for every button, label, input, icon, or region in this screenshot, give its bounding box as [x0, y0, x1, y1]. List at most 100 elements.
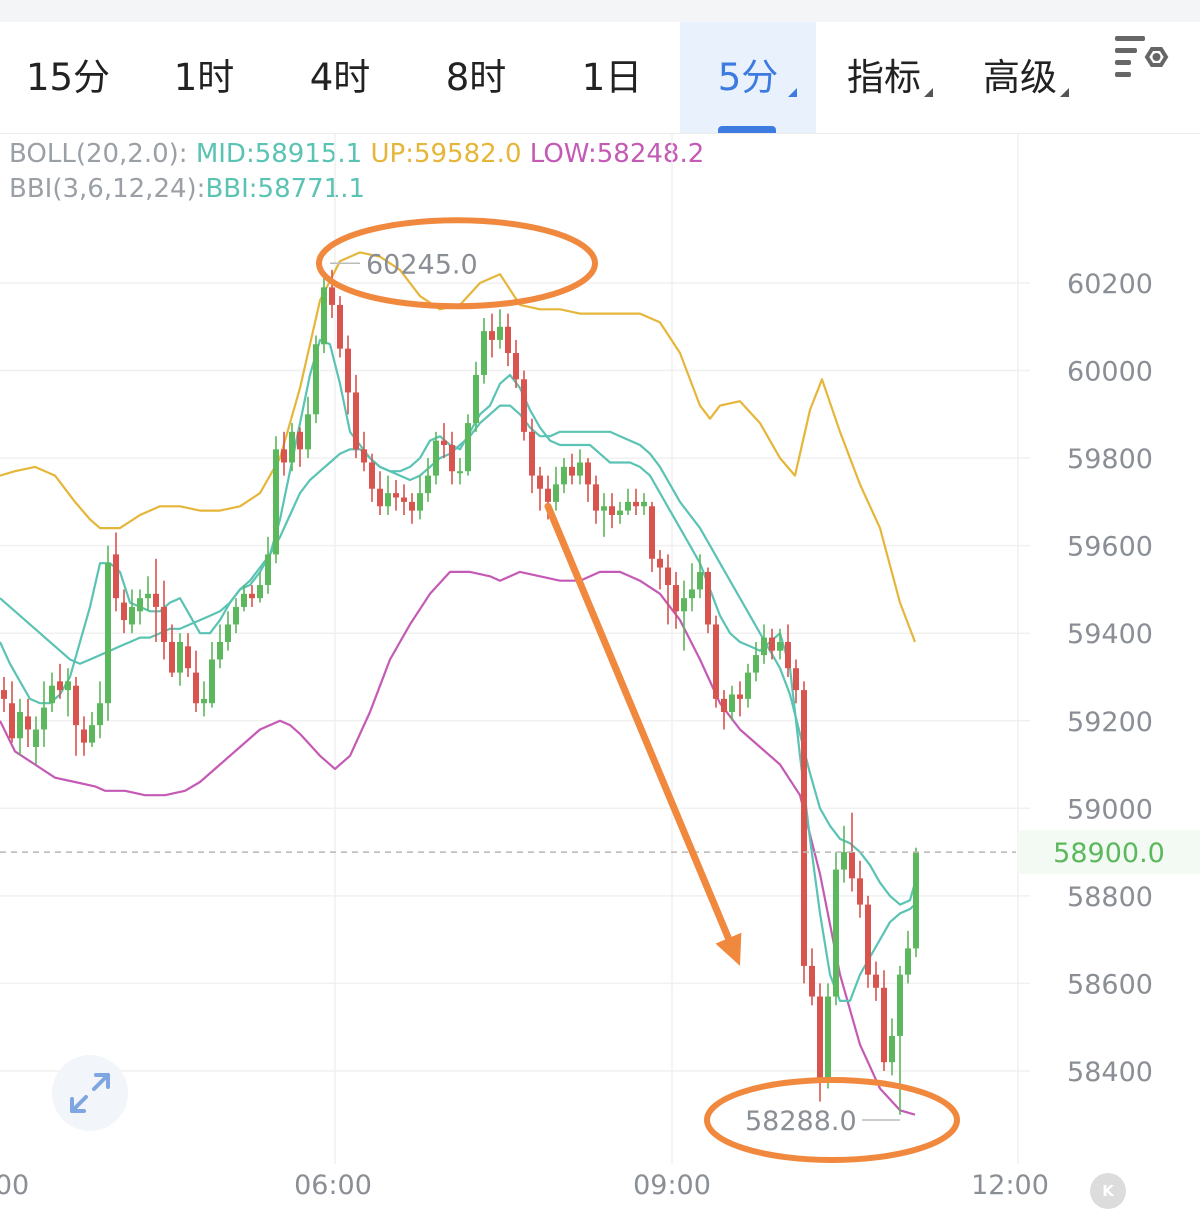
- axis-labels: 60200 60000 59800 59600 59400 59200 59000 58800…: [0, 269, 1153, 1201]
- candle-body: [105, 563, 111, 704]
- candle-body: [433, 440, 439, 476]
- tab-label: 5分: [717, 56, 779, 99]
- candle-body: [633, 501, 639, 507]
- candle-body: [241, 593, 247, 607]
- candle-body: [201, 698, 207, 704]
- annotation-ellipse: [316, 217, 598, 310]
- tab-label: 1时: [173, 56, 235, 99]
- candle-body: [401, 497, 407, 502]
- candle-body: [217, 641, 223, 660]
- candle-body: [321, 287, 327, 345]
- boll-label: BOLL(20,2.0):: [9, 139, 188, 169]
- tab-2[interactable]: 4时: [272, 22, 408, 133]
- candle-body: [113, 554, 119, 599]
- candle-body: [873, 974, 879, 988]
- candle-body: [753, 655, 759, 673]
- candle-body: [457, 471, 463, 474]
- annotation-arrow-head: [715, 932, 742, 966]
- y-tick-label: 59600: [1067, 532, 1153, 563]
- candle-body: [465, 423, 471, 472]
- tab-7[interactable]: 高级: [952, 22, 1088, 133]
- candle-body: [569, 466, 575, 476]
- candle-body: [169, 641, 175, 673]
- candle-body: [881, 987, 887, 1063]
- candle-body: [497, 326, 503, 340]
- tab-label: 高级: [983, 56, 1057, 99]
- candle-body: [649, 506, 655, 559]
- candle-body: [281, 449, 287, 463]
- current-price-label: 58900.0: [1053, 838, 1165, 869]
- bbi-line: [0, 338, 916, 1003]
- tab-6[interactable]: 指标: [816, 22, 952, 133]
- candle-body: [297, 431, 303, 450]
- boll-legend-line: BOLL(20,2.0): MID:58915.1 UP:59582.0 LOW…: [9, 137, 704, 172]
- candle-body: [137, 598, 143, 612]
- high-marker-label: 60245.0: [366, 249, 478, 280]
- candle-body: [513, 353, 519, 380]
- y-tick-label: 60000: [1067, 357, 1153, 388]
- bbi-value: BBI:58771.1: [205, 174, 366, 204]
- chart-grid: [0, 134, 1030, 1164]
- bbi-label: BBI(3,6,12,24):: [9, 174, 206, 204]
- candle-body: [425, 475, 431, 494]
- candle-body: [273, 449, 279, 555]
- annotation-arrow-shaft: [544, 502, 732, 942]
- candle-body: [625, 501, 631, 511]
- candle-body: [73, 685, 79, 726]
- tab-4[interactable]: 1日: [544, 22, 680, 133]
- low-marker-label: 58288.0: [745, 1106, 857, 1137]
- x-tick-label: 12:00: [971, 1170, 1049, 1201]
- candlestick-chart[interactable]: 58900.0 60245.0 58288.0 60200 60000 59800 596…: [0, 134, 1200, 1203]
- candle-body: [601, 506, 607, 511]
- status-strip: [0, 0, 1200, 22]
- y-tick-label: 59800: [1067, 444, 1153, 475]
- tab-5[interactable]: 5分: [680, 22, 816, 133]
- candle-body: [905, 948, 911, 975]
- tab-0[interactable]: 15分: [0, 22, 136, 133]
- y-tick-label: 58400: [1067, 1057, 1153, 1088]
- candle-body: [889, 1035, 895, 1063]
- candle-body: [809, 965, 815, 997]
- y-tick-label: 59200: [1067, 707, 1153, 738]
- x-tick-label: 06:00: [294, 1170, 372, 1201]
- candle-body: [849, 852, 855, 879]
- candle-body: [705, 571, 711, 625]
- candle-body: [49, 685, 55, 704]
- dropdown-caret-icon: [1060, 88, 1069, 97]
- candle-body: [441, 440, 447, 445]
- candle-body: [689, 589, 695, 599]
- candle-body: [641, 501, 647, 507]
- candle-body: [817, 996, 823, 1080]
- tab-3[interactable]: 8时: [408, 22, 544, 133]
- y-tick-label: 58800: [1067, 882, 1153, 913]
- candle-body: [145, 593, 151, 599]
- candle-body: [585, 462, 591, 485]
- candle-body: [761, 637, 767, 656]
- annotation-ellipse: [704, 1076, 960, 1163]
- y-tick-label: 58600: [1067, 969, 1153, 1000]
- candle-body: [449, 444, 455, 472]
- tab-label: 1日: [581, 56, 643, 99]
- expand-chart-icon[interactable]: [52, 1055, 128, 1131]
- candle-body: [249, 593, 255, 599]
- tab-label: 15分: [25, 56, 111, 99]
- candle-body: [65, 681, 71, 691]
- chart-settings-gear-icon[interactable]: [1112, 28, 1172, 84]
- candle-body: [473, 374, 479, 424]
- candle-body: [305, 414, 311, 450]
- x-tick-label: 09:00: [633, 1170, 711, 1201]
- dropdown-caret-icon: [924, 88, 933, 97]
- candle-body: [345, 348, 351, 393]
- candle-body: [153, 593, 159, 607]
- tab-1[interactable]: 1时: [136, 22, 272, 133]
- candle-body: [233, 606, 239, 625]
- candle-body: [913, 852, 919, 949]
- boll-low-line: [0, 570, 916, 1116]
- candle-body: [361, 449, 367, 463]
- candle-body: [897, 974, 903, 1036]
- candle-body: [657, 558, 663, 568]
- candle-body: [777, 641, 783, 651]
- candle-body: [617, 510, 623, 516]
- candle-body: [857, 878, 863, 905]
- dropdown-caret-icon: [788, 88, 797, 97]
